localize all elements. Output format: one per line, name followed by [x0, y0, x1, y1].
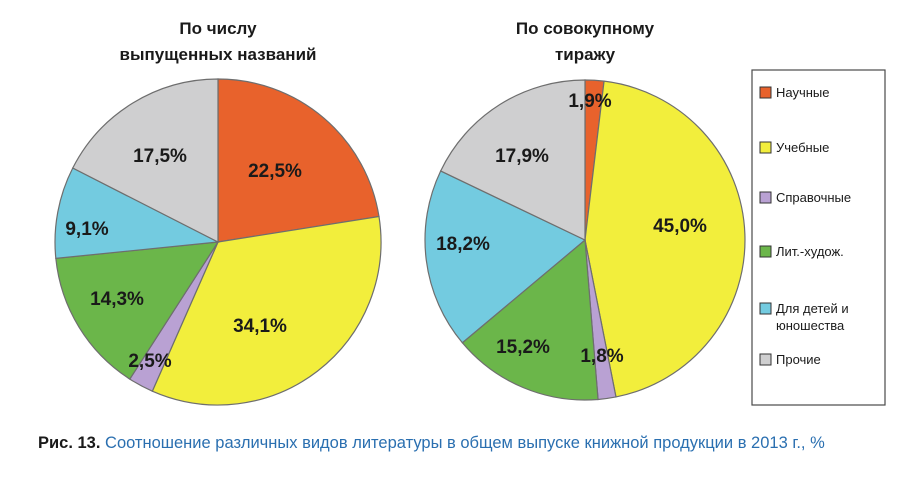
slice-label: 34,1% [233, 316, 287, 337]
pie-slice [54, 167, 221, 260]
slice-label: 14,3% [90, 289, 144, 310]
slice-label: 2,5% [128, 351, 171, 372]
legend-label: Прочие [776, 352, 821, 367]
legend-label: Справочные [776, 190, 851, 205]
legend-label: Учебные [776, 140, 829, 155]
caption-prefix: Рис. 13. [38, 434, 101, 452]
pie-slice [217, 78, 380, 243]
slice-label: 17,9% [495, 146, 549, 167]
figure-caption: Рис. 13. Соотношение различных видов лит… [38, 432, 898, 455]
slice-label: 1,9% [568, 91, 611, 112]
legend-swatch [759, 141, 772, 154]
legend-swatch [759, 191, 772, 204]
legend-label: юношества [776, 318, 845, 333]
legend-label: Научные [776, 85, 830, 100]
slice-label: 17,5% [133, 146, 187, 167]
legend-swatch [759, 353, 772, 366]
slice-label: 22,5% [248, 161, 302, 182]
pie-slice [424, 170, 587, 344]
pie-slice [461, 238, 599, 401]
slice-label: 1,8% [580, 346, 623, 367]
pie-slice [71, 78, 219, 243]
chart-title-line: выпущенных названий [120, 45, 317, 64]
slice-label: 9,1% [65, 219, 108, 240]
chart-title-line: По числу [179, 19, 257, 38]
pie-slice [151, 215, 382, 406]
legend-box [751, 69, 886, 406]
slice-label: 45,0% [653, 216, 707, 237]
caption-text: Соотношение различных видов литературы в… [100, 434, 825, 452]
chart-title-line: тиражу [555, 45, 616, 64]
legend-label: Лит.-худож. [776, 244, 844, 259]
slice-label: 15,2% [496, 337, 550, 358]
slice-label: 18,2% [436, 234, 490, 255]
legend-swatch [759, 302, 772, 315]
pie-slice [584, 80, 746, 398]
legend-label: Для детей и [776, 301, 849, 316]
legend-swatch [759, 86, 772, 99]
chart-title-line: По совокупному [516, 19, 655, 38]
pie-slice [55, 241, 220, 380]
chart-figure: По числу выпущенных названий 22,5% 34,1% 2,5… [54, 19, 886, 406]
pie-slice [439, 79, 586, 241]
legend-swatch [759, 245, 772, 258]
